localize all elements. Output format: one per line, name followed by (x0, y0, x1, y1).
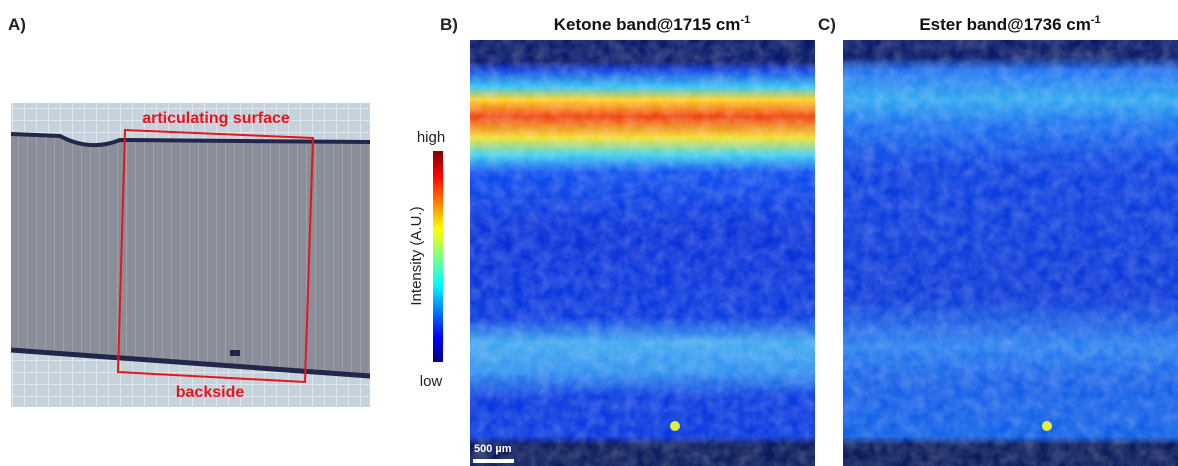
panel-title: Ketone band@1715 cm-1 (554, 14, 750, 34)
scale-bar-label: 500 µm (474, 443, 512, 455)
title-superscript: -1 (1091, 14, 1101, 26)
colorbar-high: high (417, 129, 445, 146)
panel-label: B) (440, 15, 458, 34)
annotation: articulating surface (142, 110, 290, 127)
colorbar (433, 151, 443, 362)
annotation: backside (176, 384, 245, 401)
panel-label: C) (818, 15, 836, 34)
title-text: Ketone band@1715 cm (554, 15, 741, 34)
panel-label: A) (8, 15, 26, 34)
map-image (843, 40, 1178, 466)
title-text: Ester band@1736 cm (919, 15, 1091, 34)
region-box (116, 128, 315, 384)
map-image (470, 40, 815, 466)
colorbar-title: Intensity (A.U.) (408, 206, 425, 305)
micrograph (10, 103, 371, 407)
title-superscript: -1 (740, 14, 750, 26)
panel-title: Ester band@1736 cm-1 (919, 14, 1100, 34)
colorbar-low: low (420, 373, 443, 390)
